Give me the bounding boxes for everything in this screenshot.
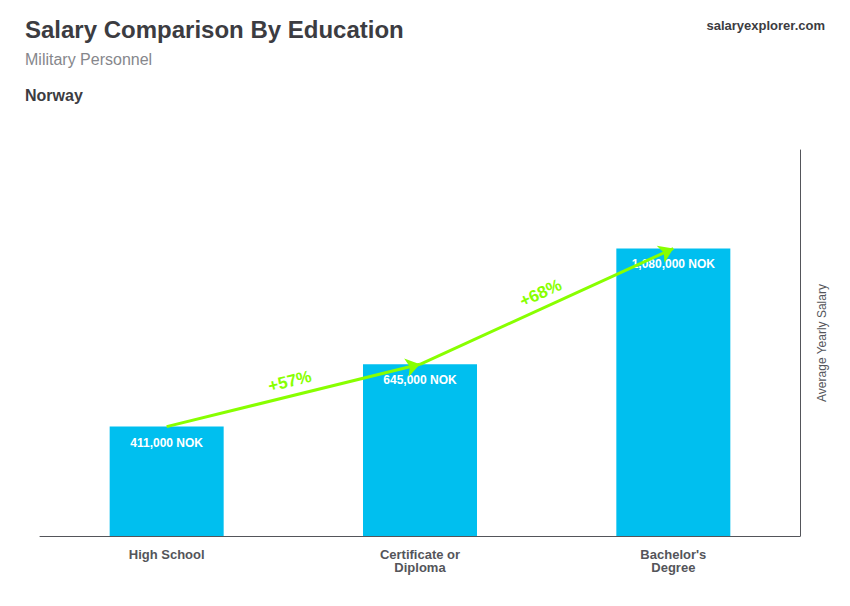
svg-text:Norway: Norway [25,87,83,104]
svg-text:+68%: +68% [517,275,565,311]
svg-text:High School: High School [129,547,205,562]
svg-text:Certificate or: Certificate or [379,547,461,562]
svg-text:1,080,000 NOK: 1,080,000 NOK [632,257,716,271]
svg-text:Salary Comparison By Education: Salary Comparison By Education [25,16,404,43]
svg-text:+57%: +57% [266,367,313,396]
svg-text:salaryexplorer.com: salaryexplorer.com [706,18,825,33]
svg-text:Military Personnel: Military Personnel [25,51,152,68]
svg-text:Average Yearly Salary: Average Yearly Salary [815,284,829,402]
svg-text:Degree: Degree [651,560,695,575]
svg-text:Bachelor's: Bachelor's [640,547,707,562]
svg-text:Diploma: Diploma [394,560,446,575]
svg-text:645,000 NOK: 645,000 NOK [383,373,457,387]
svg-text:411,000 NOK: 411,000 NOK [130,436,203,450]
